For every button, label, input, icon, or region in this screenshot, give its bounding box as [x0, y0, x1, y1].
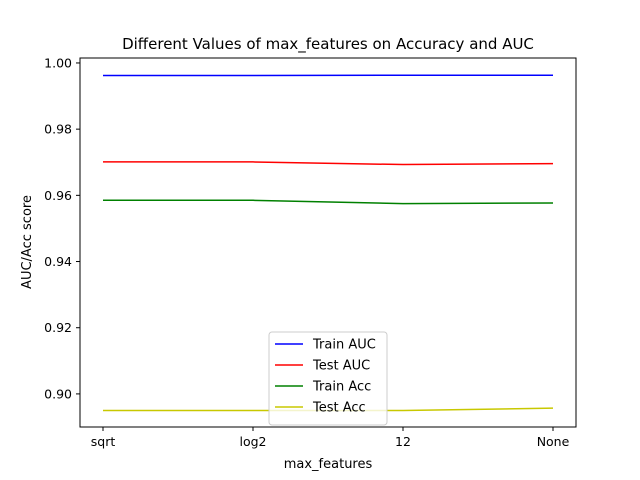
plot-frame [79, 57, 577, 428]
y-tick-label: 0.94 [44, 254, 72, 269]
legend: Train AUC Test AUC Train Acc Test Acc [268, 331, 388, 426]
x-tick-label: sqrt [91, 434, 116, 449]
legend-box [268, 331, 388, 426]
series-line-test-auc [103, 161, 554, 166]
legend-label: Train Acc [312, 380, 371, 395]
y-tick-label: 0.96 [44, 188, 72, 203]
x-tick-label: log2 [239, 434, 266, 449]
legend-label: Train AUC [312, 338, 376, 353]
x-tick-label: 12 [395, 434, 411, 449]
y-axis: 0.90 0.92 0.94 0.96 0.98 1.00 [44, 55, 80, 401]
legend-label: Test AUC [312, 359, 370, 374]
x-axis-label: max_features [284, 457, 373, 472]
y-tick-label: 0.98 [44, 122, 72, 137]
series-line-train-acc [103, 199, 554, 205]
chart-title: Different Values of max_features on Accu… [122, 35, 534, 54]
y-tick-label: 0.90 [44, 386, 72, 401]
y-tick-label: 1.00 [44, 55, 72, 70]
x-axis: sqrt log2 12 None [91, 427, 570, 449]
x-tick-label: None [537, 434, 570, 449]
legend-label: Test Acc [312, 401, 366, 416]
y-axis-label: AUC/Acc score [20, 195, 35, 289]
y-tick-label: 0.92 [44, 320, 72, 335]
